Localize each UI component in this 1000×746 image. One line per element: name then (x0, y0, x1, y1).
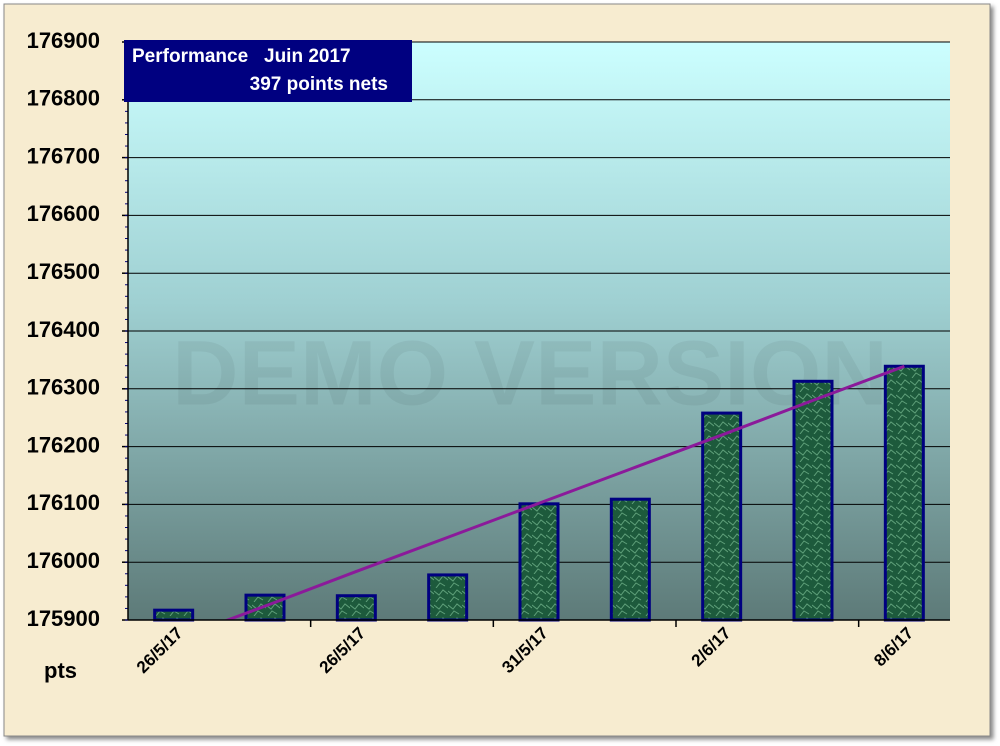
y-tick-label: 176300 (27, 375, 100, 400)
bar (883, 364, 925, 622)
trend-line (223, 364, 905, 620)
y-tick-label: 176800 (27, 86, 100, 111)
y-tick-label: 176500 (27, 259, 100, 284)
bar (792, 379, 834, 622)
y-tick-label: 176600 (27, 201, 100, 226)
chart-title: Performance Juin 2017 (132, 46, 351, 67)
y-tick-label: 176700 (27, 143, 100, 168)
y-tick-label: 176900 (27, 28, 100, 53)
title-box (124, 40, 412, 102)
watermark: DEMO VERSION (172, 322, 888, 424)
bar (153, 608, 195, 622)
y-tick-label: 176400 (27, 317, 100, 342)
y-axis-label: pts (44, 658, 77, 683)
bar (518, 502, 560, 622)
y-tick-label: 176000 (27, 548, 100, 573)
bar (609, 497, 651, 622)
y-tick-label: 176200 (27, 432, 100, 457)
bar (701, 411, 743, 622)
bar (335, 594, 377, 622)
y-tick-label: 176100 (27, 490, 100, 515)
y-tick-label: 175900 (27, 606, 100, 631)
chart-subtitle: 397 points nets (250, 74, 388, 95)
bar (427, 573, 469, 622)
